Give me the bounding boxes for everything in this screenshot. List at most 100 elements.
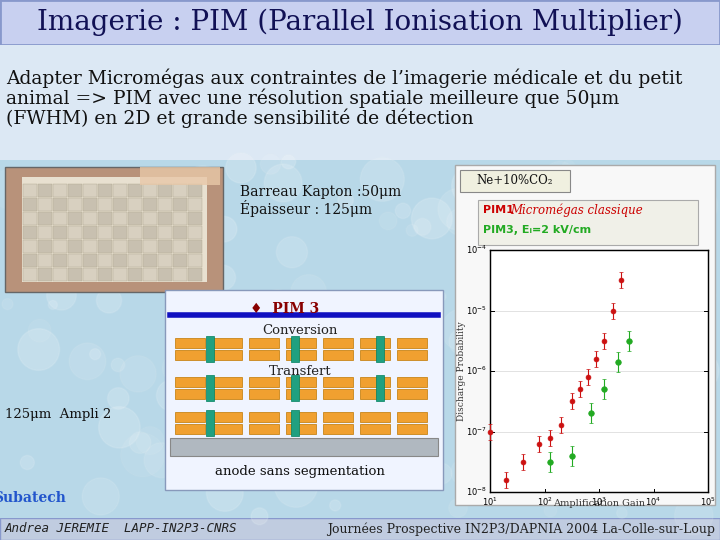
Circle shape bbox=[69, 219, 86, 236]
Bar bbox=[460, 170, 570, 192]
Text: 10$^3$: 10$^3$ bbox=[591, 496, 607, 508]
Bar bbox=[0, 45, 720, 160]
Circle shape bbox=[476, 292, 517, 333]
Bar bbox=[38, 184, 52, 197]
Bar bbox=[53, 254, 67, 267]
Circle shape bbox=[18, 329, 60, 370]
Bar bbox=[143, 240, 157, 253]
Bar bbox=[53, 212, 67, 225]
Circle shape bbox=[136, 427, 164, 455]
Circle shape bbox=[351, 381, 387, 416]
Circle shape bbox=[449, 328, 475, 355]
Bar bbox=[83, 226, 97, 239]
Circle shape bbox=[351, 369, 381, 399]
Bar bbox=[175, 412, 205, 422]
Bar bbox=[188, 212, 202, 225]
Bar bbox=[175, 389, 205, 399]
Text: ♦  PIM 3: ♦ PIM 3 bbox=[251, 302, 320, 316]
Bar bbox=[397, 338, 427, 348]
Bar bbox=[175, 424, 205, 434]
Text: Andrea JEREMIE  LAPP-IN2P3-CNRS: Andrea JEREMIE LAPP-IN2P3-CNRS bbox=[5, 523, 238, 536]
Bar bbox=[173, 254, 187, 267]
Circle shape bbox=[274, 464, 318, 508]
Circle shape bbox=[73, 179, 85, 191]
Bar bbox=[376, 375, 384, 401]
Bar bbox=[323, 389, 353, 399]
Bar bbox=[212, 412, 242, 422]
Circle shape bbox=[401, 316, 437, 352]
Bar bbox=[0, 160, 720, 518]
Bar bbox=[98, 198, 112, 211]
Bar bbox=[98, 226, 112, 239]
Bar bbox=[140, 167, 220, 185]
Bar bbox=[212, 338, 242, 348]
Circle shape bbox=[231, 306, 264, 339]
Text: Micromégas classique: Micromégas classique bbox=[510, 203, 643, 217]
Bar bbox=[286, 412, 316, 422]
Bar bbox=[249, 350, 279, 360]
Bar bbox=[68, 212, 82, 225]
Bar bbox=[83, 212, 97, 225]
Circle shape bbox=[446, 208, 474, 235]
Circle shape bbox=[626, 434, 649, 457]
Circle shape bbox=[588, 403, 602, 416]
Text: Barreau Kapton :50μm: Barreau Kapton :50μm bbox=[240, 185, 401, 199]
Circle shape bbox=[338, 192, 354, 208]
Text: PIM3, Eᵢ=2 kV/cm: PIM3, Eᵢ=2 kV/cm bbox=[483, 225, 591, 235]
Bar bbox=[38, 240, 52, 253]
Circle shape bbox=[282, 154, 296, 169]
Bar bbox=[128, 226, 142, 239]
Bar bbox=[98, 240, 112, 253]
Bar bbox=[23, 198, 37, 211]
Text: 10$^{-8}$: 10$^{-8}$ bbox=[466, 486, 487, 498]
Circle shape bbox=[675, 496, 713, 535]
Bar bbox=[158, 268, 172, 281]
Bar bbox=[323, 412, 353, 422]
Circle shape bbox=[503, 465, 526, 489]
Bar bbox=[212, 377, 242, 387]
Circle shape bbox=[678, 350, 719, 391]
Bar bbox=[38, 254, 52, 267]
Bar bbox=[53, 184, 67, 197]
Bar bbox=[53, 226, 67, 239]
Bar bbox=[113, 226, 127, 239]
Bar bbox=[113, 240, 127, 253]
Circle shape bbox=[0, 169, 31, 210]
Bar bbox=[98, 212, 112, 225]
Bar bbox=[68, 226, 82, 239]
Bar bbox=[113, 198, 127, 211]
Bar bbox=[68, 254, 82, 267]
Bar bbox=[175, 350, 205, 360]
Circle shape bbox=[271, 397, 301, 428]
Circle shape bbox=[644, 185, 652, 193]
Bar bbox=[188, 226, 202, 239]
Bar bbox=[53, 240, 67, 253]
Bar bbox=[291, 410, 299, 436]
Bar bbox=[291, 336, 299, 362]
Circle shape bbox=[137, 218, 173, 254]
Bar bbox=[173, 184, 187, 197]
Bar bbox=[23, 268, 37, 281]
Bar bbox=[249, 389, 279, 399]
Circle shape bbox=[411, 198, 452, 239]
Bar bbox=[5, 167, 223, 292]
Bar bbox=[173, 268, 187, 281]
Bar bbox=[360, 424, 390, 434]
Text: 10$^4$: 10$^4$ bbox=[645, 496, 662, 508]
Circle shape bbox=[544, 161, 577, 194]
Bar bbox=[397, 377, 427, 387]
Bar bbox=[83, 198, 97, 211]
Circle shape bbox=[289, 354, 314, 379]
Circle shape bbox=[459, 423, 483, 446]
Text: 10$^{-5}$: 10$^{-5}$ bbox=[466, 305, 487, 316]
Circle shape bbox=[575, 463, 615, 503]
Circle shape bbox=[640, 184, 650, 193]
Circle shape bbox=[262, 290, 292, 320]
Circle shape bbox=[330, 500, 341, 511]
Bar bbox=[158, 254, 172, 267]
Bar bbox=[68, 240, 82, 253]
Text: PIM1: PIM1 bbox=[483, 205, 514, 215]
Bar bbox=[323, 338, 353, 348]
Circle shape bbox=[92, 235, 123, 266]
Circle shape bbox=[483, 412, 505, 434]
